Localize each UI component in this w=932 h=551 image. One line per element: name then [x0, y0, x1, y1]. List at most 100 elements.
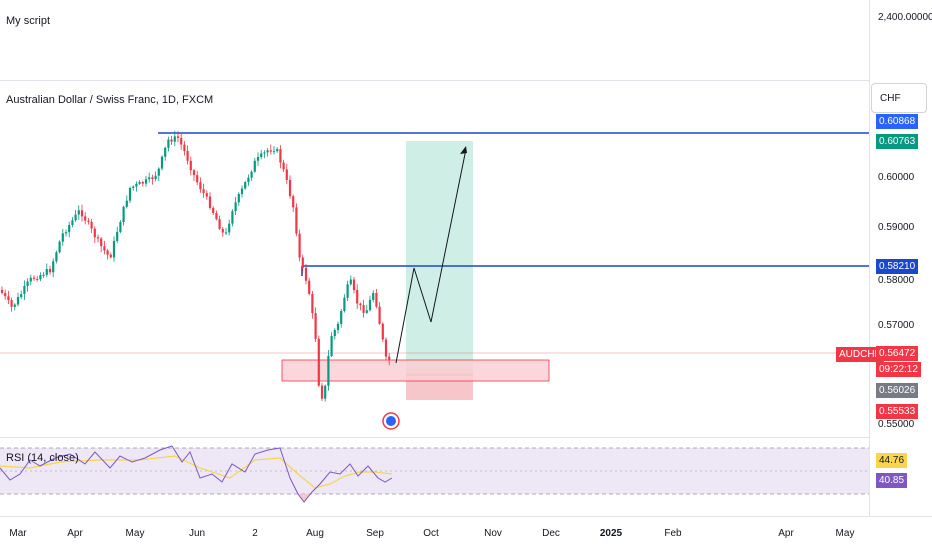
time-tick-label: Sep — [366, 528, 384, 539]
time-axis[interactable]: Mar Apr May Jun 2 Aug Sep Oct Nov Dec 20… — [0, 516, 932, 551]
candle-body — [119, 221, 122, 232]
candle-body — [29, 277, 32, 282]
candle-body — [141, 181, 144, 184]
candle-body — [352, 279, 356, 291]
candle-body — [199, 182, 202, 190]
event-marker-dot — [386, 416, 396, 426]
candle-body — [228, 223, 231, 233]
projection-arrowhead — [460, 146, 467, 154]
candle-body — [362, 305, 365, 313]
script-pane[interactable]: My script — [0, 0, 870, 80]
candle-body — [13, 304, 16, 307]
pane-divider[interactable] — [0, 80, 932, 81]
time-tick-label: May — [125, 528, 145, 539]
candle-body — [90, 221, 93, 229]
candle-body — [237, 193, 240, 203]
candle-body — [311, 293, 314, 314]
rsi-line — [0, 445, 393, 503]
price-chart-svg[interactable] — [0, 80, 870, 437]
time-tick-label: 2 — [252, 528, 258, 539]
candle-body — [346, 284, 349, 298]
projection-path[interactable] — [395, 148, 467, 364]
candle-body — [39, 275, 42, 280]
candle-body — [132, 186, 135, 188]
last-price-tag: 0.56472 — [876, 346, 919, 361]
main-chart-pane[interactable]: Australian Dollar / Swiss Franc, 1D, FXC… — [0, 80, 870, 437]
stop-price-tag: 0.55533 — [876, 404, 919, 419]
candle-body — [212, 207, 215, 214]
candle-body — [356, 290, 359, 304]
candle-body — [224, 232, 228, 234]
candle-body — [164, 147, 167, 157]
price-axis[interactable]: 2,400.00000 0.60000 0.59000 0.58000 0.57… — [869, 0, 932, 516]
candle-body — [234, 202, 237, 212]
rsi-pane-title: RSI (14, close) — [6, 452, 79, 464]
candle-body — [84, 216, 87, 221]
candle-body — [359, 303, 362, 306]
candle-body — [32, 277, 36, 280]
candle-body — [253, 160, 256, 172]
candle-body — [48, 269, 52, 273]
entry-price-tag: 0.56026 — [876, 383, 919, 398]
candle-body — [295, 207, 298, 234]
price-tick-label: 0.55000 — [878, 419, 915, 430]
candle-body — [77, 210, 80, 215]
candle-body — [272, 151, 276, 153]
candle-body — [106, 250, 109, 255]
currency-button[interactable]: CHF — [871, 83, 927, 113]
script-axis-label: 2,400.00000 — [878, 12, 932, 23]
candle-body — [186, 151, 189, 161]
price-tick-label: 0.58000 — [878, 275, 915, 286]
candle-body — [100, 238, 103, 247]
candle-body — [122, 206, 125, 222]
candle-body — [263, 152, 266, 154]
candle-body — [202, 189, 205, 194]
candle-body — [128, 187, 132, 201]
candle-body — [298, 233, 301, 258]
time-tick-label: Apr — [67, 528, 83, 539]
rsi-chart-svg[interactable] — [0, 438, 870, 516]
candle-body — [340, 311, 343, 324]
candle-body — [192, 170, 196, 176]
candle-body — [64, 232, 68, 234]
candle-body — [320, 385, 324, 399]
candle-body — [244, 182, 247, 189]
candle-body — [135, 183, 138, 187]
candle-body — [282, 162, 285, 170]
candle-body — [80, 210, 84, 217]
demand-zone[interactable] — [281, 359, 550, 382]
price-tick-label: 0.59000 — [878, 222, 915, 233]
candle-body — [375, 292, 378, 307]
candlestick-series — [0, 130, 391, 402]
candle-body — [301, 257, 304, 268]
candle-body — [71, 220, 74, 225]
candle-body — [292, 196, 295, 208]
rsi-pane[interactable]: RSI (14, close) — [0, 438, 870, 516]
rsi-ma-value-tag: 44.76 — [876, 453, 908, 468]
candle-body — [327, 355, 330, 386]
candle-body — [74, 214, 77, 221]
profit-zone[interactable] — [406, 141, 473, 369]
candle-body — [343, 297, 346, 312]
candle-body — [45, 269, 48, 275]
target-price-tag: 0.60763 — [876, 134, 919, 149]
resistance-mid-price-tag: 0.58210 — [876, 259, 919, 274]
candle-body — [314, 313, 317, 339]
candle-body — [173, 136, 176, 142]
candle-body — [208, 196, 212, 208]
candle-body — [125, 200, 128, 207]
candle-body — [308, 280, 311, 294]
script-pane-title: My script — [6, 15, 50, 27]
candle-body — [151, 177, 154, 180]
candle-body — [167, 139, 170, 148]
resistance-high-price-tag: 0.60868 — [876, 114, 919, 129]
time-tick-label: Aug — [306, 528, 324, 539]
candle-body — [266, 150, 269, 153]
candle-body — [381, 323, 384, 340]
pane-divider[interactable] — [0, 437, 932, 438]
candle-body — [279, 149, 282, 163]
candle-body — [205, 193, 208, 197]
candle-body — [196, 175, 199, 183]
candle-body — [240, 188, 244, 194]
candle-body — [160, 156, 164, 169]
